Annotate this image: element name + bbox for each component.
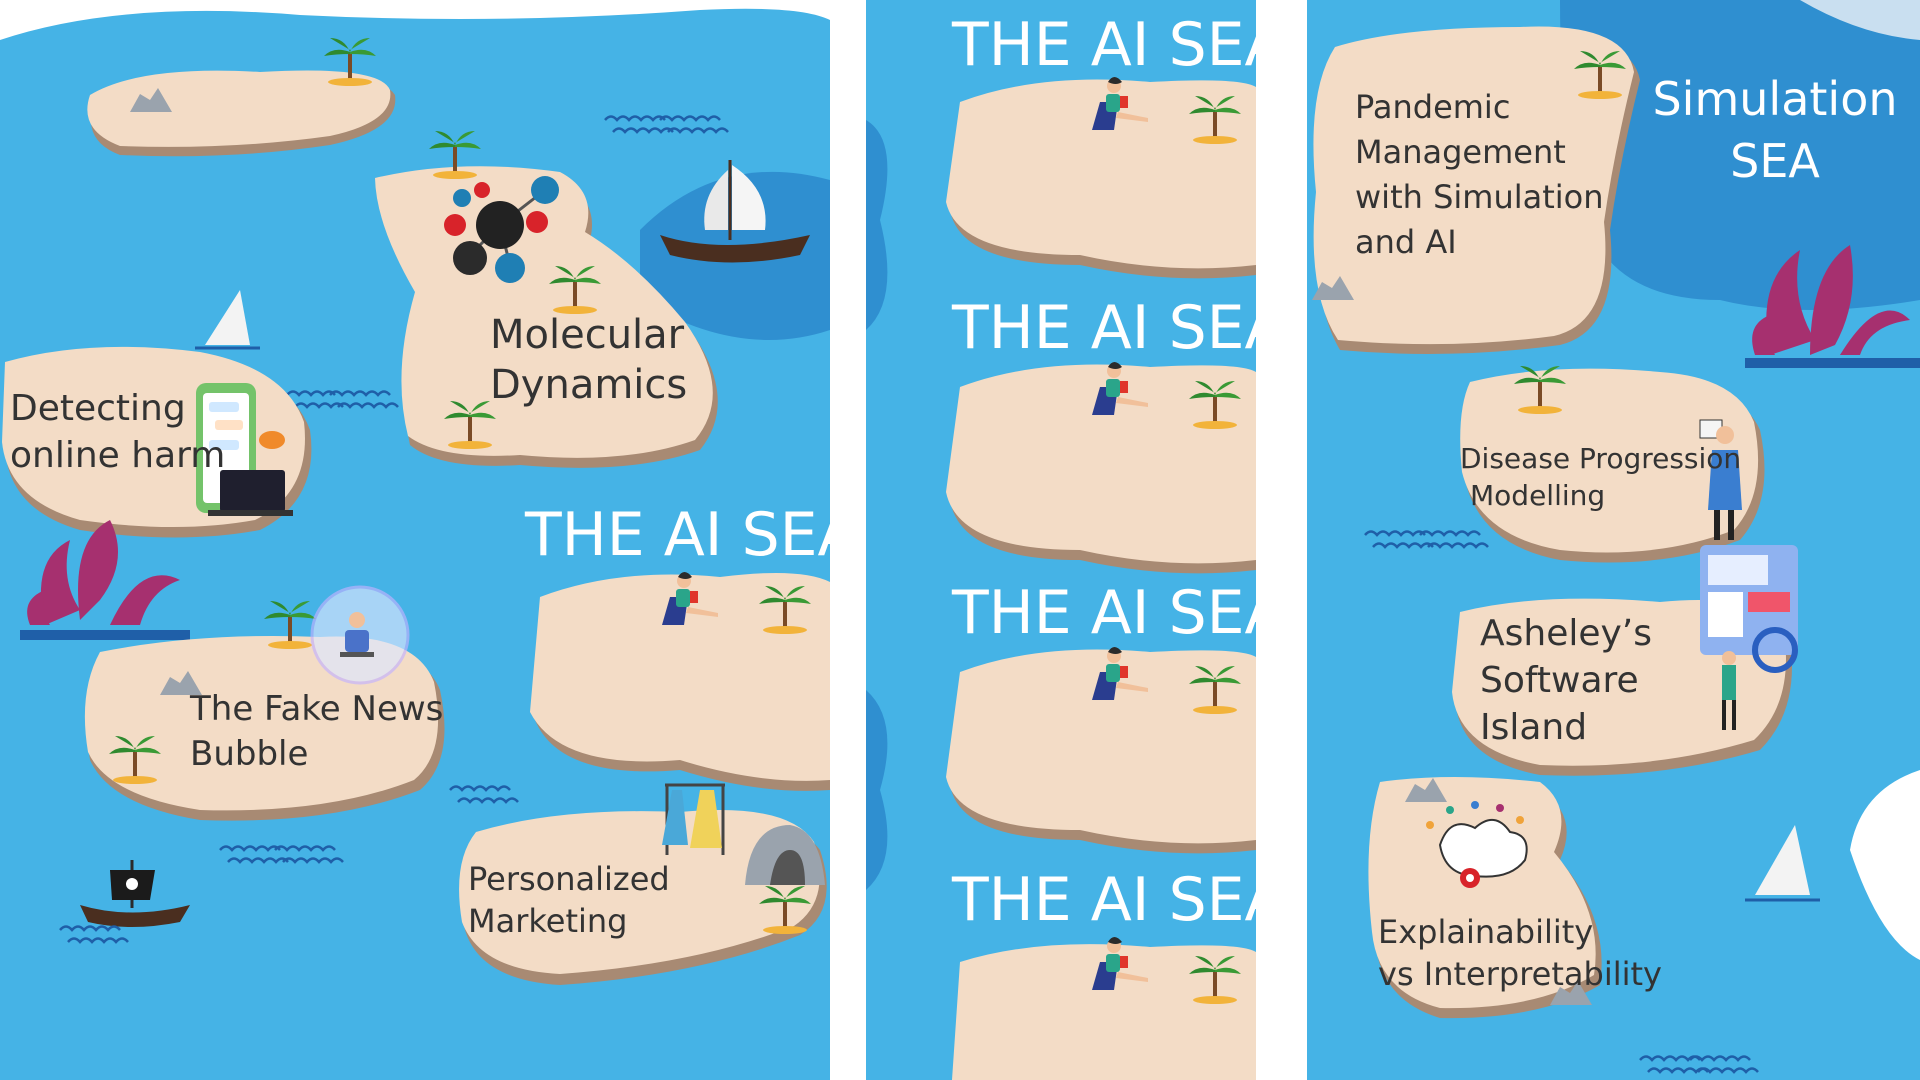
deep-water <box>1560 0 1920 310</box>
middle-sea-title-3: THE AI SEA <box>951 578 1286 648</box>
label-disease-line2: Modelling <box>1470 479 1605 512</box>
label-software-line3: Island <box>1480 707 1587 748</box>
middle-map-panel: THE AI SEA THE AI SEA THE AI SEA THE AI … <box>866 0 1286 1080</box>
label-software-line2: Software <box>1480 660 1639 701</box>
label-pandemic-line4: and AI <box>1355 223 1457 261</box>
phone-chat-icon <box>196 383 293 516</box>
label-harm-line1: Detecting <box>10 388 186 429</box>
middle-island-2 <box>946 362 1256 574</box>
doctor-icon <box>1699 419 1742 540</box>
molecule-icon <box>444 176 559 283</box>
label-explain-line1: Explainability <box>1378 913 1593 951</box>
label-pandemic-line2: Management <box>1355 133 1566 171</box>
middle-island-1 <box>946 77 1256 279</box>
simulation-sea-title-line1: Simulation <box>1652 72 1897 126</box>
label-marketing-line1: Personalized <box>468 860 670 898</box>
label-pandemic-line1: Pandemic <box>1355 88 1510 126</box>
sailboat-icon <box>1745 825 1820 902</box>
middle-sea-title-1: THE AI SEA <box>951 10 1286 80</box>
label-marketing-line2: Marketing <box>468 902 627 940</box>
label-disease-line1: Disease Progression <box>1460 442 1741 475</box>
label-explain-line2: vs Interpretability <box>1378 955 1662 993</box>
middle-island-3 <box>946 647 1256 854</box>
software-dashboard-icon <box>1700 545 1798 730</box>
ship-icon <box>660 160 810 263</box>
label-pandemic-line3: with Simulation <box>1355 178 1604 216</box>
kraken-icon <box>20 520 190 640</box>
middle-sea-title-2: THE AI SEA <box>951 293 1286 363</box>
simulation-sea-title-line2: SEA <box>1730 134 1820 188</box>
label-fake-news-line1: The Fake News <box>189 689 443 729</box>
middle-island-4 <box>952 937 1256 1080</box>
panel-gap-right <box>1256 0 1307 1080</box>
label-fake-news-line2: Bubble <box>190 734 308 774</box>
label-harm-line2: online harm <box>10 435 225 476</box>
cave-icon <box>745 825 825 885</box>
left-map-panel: Molecular Dynamics <box>0 8 859 1080</box>
middle-sea-title-4: THE AI SEA <box>951 865 1286 935</box>
label-molecular-line2: Dynamics <box>490 362 687 408</box>
bubble-icon <box>310 585 410 685</box>
left-sea-title: THE AI SEA <box>524 500 859 570</box>
label-molecular-line1: Molecular <box>490 312 685 358</box>
panel-gap-left <box>830 0 866 1080</box>
label-software-line1: Asheley’s <box>1480 613 1652 654</box>
brain-gear-icon <box>1426 801 1528 888</box>
sailboat-icon <box>195 290 260 350</box>
pirate-ship-icon <box>80 860 190 927</box>
kraken-icon <box>1745 245 1920 368</box>
clothes-rack-icon <box>662 783 725 855</box>
right-map-panel: Pandemic Management with Simulation and … <box>1307 0 1920 1080</box>
